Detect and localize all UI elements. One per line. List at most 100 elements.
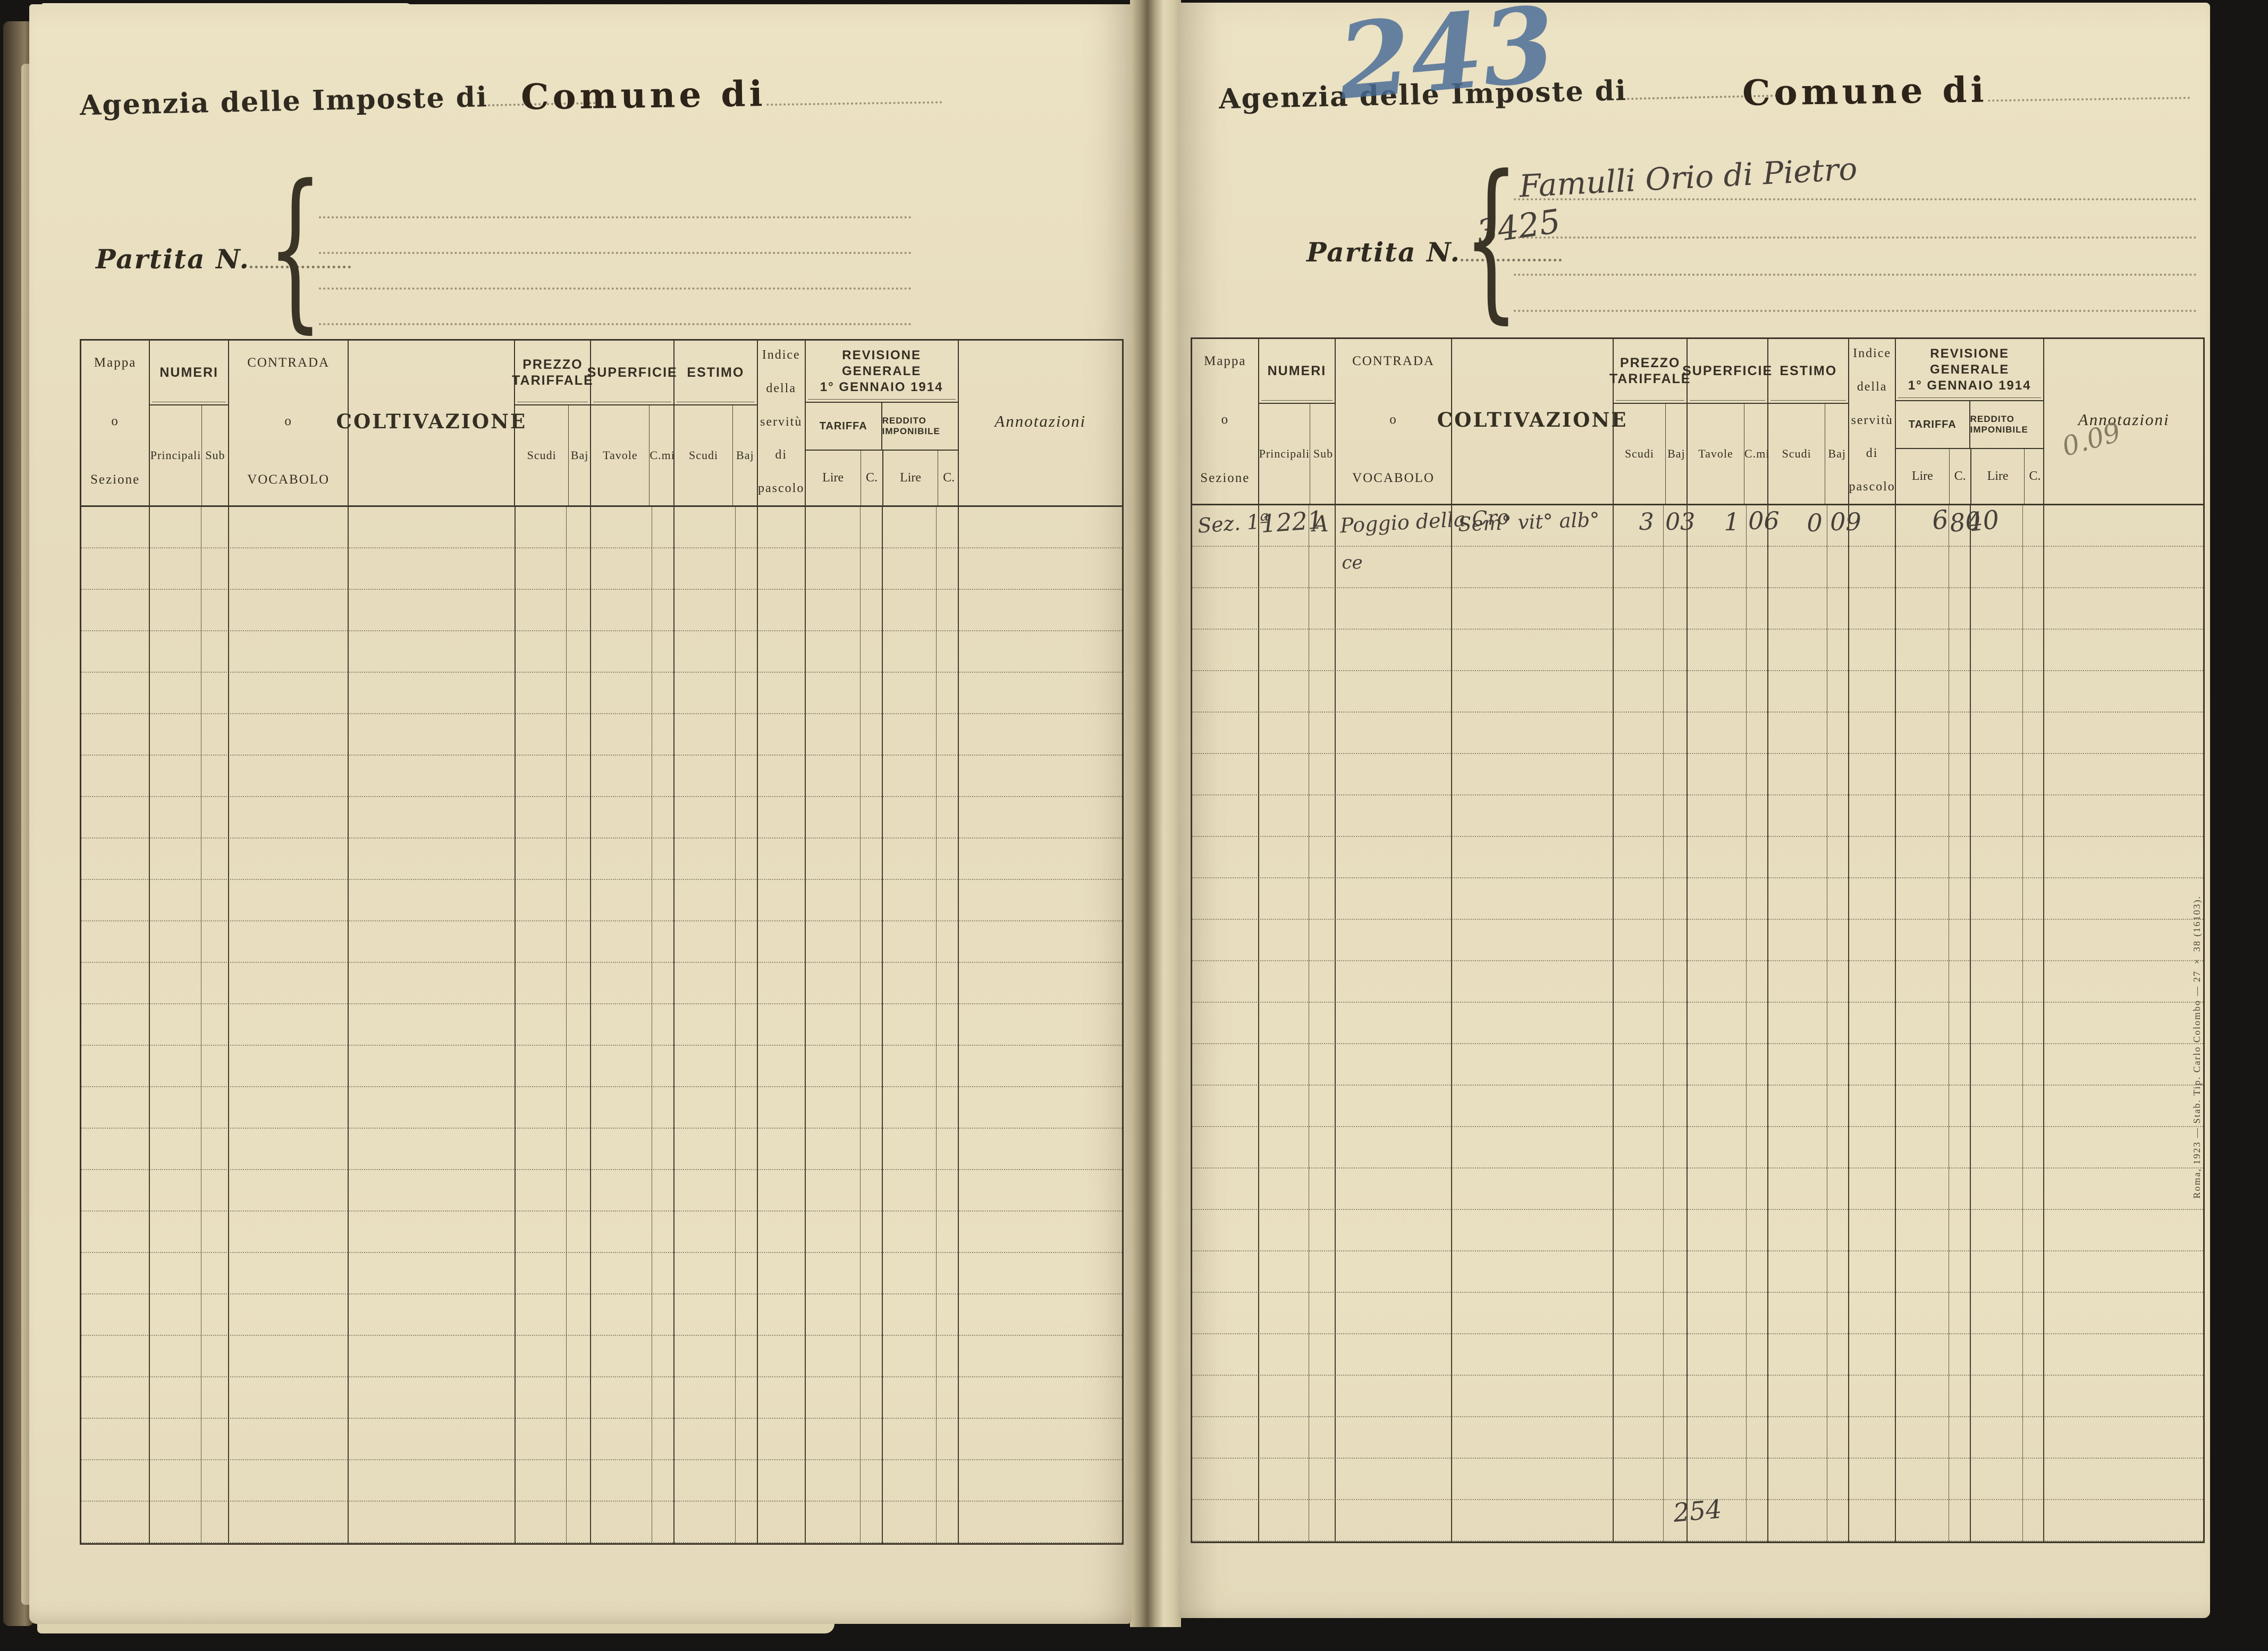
- annotazioni-label: Annotazioni: [957, 341, 1122, 505]
- table-row: [1192, 1500, 2203, 1542]
- estimo-label: ESTIMO: [1768, 339, 1849, 404]
- col-revisione-header: REVISIONE GENERALE 1° GENNAIO 1914 TARIF…: [804, 341, 960, 505]
- baj-label: Baj: [1665, 404, 1687, 504]
- table-row: [1192, 671, 2203, 713]
- lire-label: Lire: [1911, 469, 1933, 483]
- table-row: [1192, 1003, 2203, 1044]
- table-row: [1192, 505, 2203, 547]
- table-row: [81, 921, 1122, 963]
- contrada-label: CONTRADA: [247, 355, 330, 370]
- indice-label: pascolo: [758, 481, 805, 495]
- mappa-label: Mappa: [94, 355, 137, 370]
- table-row: [81, 1004, 1122, 1046]
- principali-label: Principali: [150, 448, 201, 462]
- row1-superficie-cmi: 06: [1748, 506, 1780, 535]
- dotted-line: [1514, 274, 2197, 276]
- table-row: [81, 714, 1122, 756]
- revisione-subheader: TARIFFA REDDITO IMPONIBILE: [805, 403, 958, 451]
- col-prezzo-header: PREZZO TARIFFALE Scudi Baj: [512, 341, 593, 505]
- dotted-line: [1514, 198, 2197, 200]
- cmi-label: C.mi: [649, 405, 675, 505]
- table-grid-line: [957, 507, 959, 1543]
- reddito-label: REDDITO IMPONIBILE: [881, 403, 958, 450]
- table-row: [1192, 754, 2203, 795]
- table-grid-line: [1767, 505, 1769, 1542]
- dotted-line: [766, 97, 942, 106]
- table-row: [81, 507, 1122, 548]
- prezzo-label: PREZZO TARIFFALE: [512, 341, 593, 405]
- table-row: [1192, 961, 2203, 1003]
- indice-label: di: [1866, 446, 1878, 461]
- table-grid-line: [1894, 505, 1896, 1542]
- revisione-line2: 1° GENNAIO 1914: [820, 379, 943, 394]
- table-header: Mappa o Sezione NUMERI Principali Sub CO…: [1192, 339, 2203, 505]
- agenzia-text: Agenzia delle Imposte di: [79, 81, 488, 122]
- table-grid-line: [348, 507, 349, 1543]
- dotted-line: [319, 323, 912, 325]
- table-row: [1192, 713, 2203, 754]
- principali-label: Principali: [1259, 447, 1310, 460]
- indice-label: della: [766, 381, 796, 395]
- lire-label: Lire: [882, 451, 937, 505]
- indice-label: di: [775, 448, 788, 462]
- table-row: [1192, 1044, 2203, 1086]
- partita-label: Partita N.: [1306, 236, 1562, 268]
- table-row: [81, 1046, 1122, 1087]
- vocabolo-label: VOCABOLO: [1352, 471, 1435, 485]
- dotted-line: [249, 263, 351, 268]
- tariffa-label: TARIFFA: [819, 420, 867, 432]
- revisione-units: Lire C. Lire C.: [1896, 449, 2044, 504]
- table-grid-line: [149, 507, 150, 1543]
- row1-superficie-tavole: 1: [1724, 507, 1740, 536]
- table-row: [81, 797, 1122, 839]
- bottom-page-number: 254: [1672, 1494, 1724, 1528]
- superficie-label: SUPERFICIE: [1682, 339, 1772, 404]
- indice-label: Indice: [762, 348, 800, 362]
- book-gutter: [1130, 0, 1181, 1627]
- c-label: C.: [1949, 449, 1971, 504]
- row1-prezzo-scudi: 3: [1639, 509, 1654, 536]
- table-row: [81, 963, 1122, 1004]
- table-grid-line: [1663, 505, 1664, 1542]
- c-label: C.: [937, 451, 960, 505]
- sub-label: Sub: [201, 405, 229, 505]
- table-row: [1192, 547, 2203, 588]
- table-body: [81, 507, 1122, 1543]
- table-row: [81, 1502, 1122, 1543]
- tavole-label: Tavole: [603, 448, 638, 462]
- row1-sub: A: [1312, 511, 1329, 537]
- col-revisione-header: REVISIONE GENERALE 1° GENNAIO 1914 TARIF…: [1894, 339, 2044, 504]
- row1-sezione: Sez. 1ª: [1196, 509, 1270, 538]
- numeri-label: NUMERI: [1259, 339, 1335, 404]
- table-row: [81, 1336, 1122, 1377]
- coltivazione-label: COLTIVAZIONE: [336, 341, 525, 505]
- brace-glyph: {: [267, 148, 323, 349]
- table-grid-line: [673, 507, 675, 1543]
- tavole-label: Tavole: [1698, 447, 1733, 460]
- table-row: [81, 839, 1122, 880]
- comune-label: Comune di: [1742, 66, 2190, 114]
- table-grid-line: [1848, 505, 1850, 1542]
- table-grid-line: [1258, 505, 1259, 1542]
- table-row: [81, 1294, 1122, 1336]
- page-number-pencil: 243: [1333, 0, 1560, 123]
- table-grid-line: [566, 507, 567, 1543]
- comune-text: Comune di: [520, 73, 767, 118]
- table-grid-line: [590, 507, 592, 1543]
- dotted-line: [319, 287, 912, 290]
- scudi-label: Scudi: [688, 448, 719, 462]
- table-row: [1192, 1086, 2203, 1127]
- table-grid-line: [735, 507, 736, 1543]
- table-row: [81, 1460, 1122, 1502]
- ledger-page-left: Agenzia delle Imposte di Comune di Parti…: [29, 4, 1132, 1624]
- revisione-line1: REVISIONE GENERALE: [1929, 346, 2010, 377]
- sezione-label: Sezione: [1200, 471, 1250, 485]
- prezzo-label: PREZZO TARIFFALE: [1609, 339, 1690, 404]
- row1-tariffa-lire: 6: [1930, 505, 1950, 536]
- row1-estimo-baj: 09: [1830, 507, 1861, 536]
- ledger-table-right: Mappa o Sezione NUMERI Principali Sub CO…: [1191, 337, 2205, 1543]
- comune-text: Comune di: [1742, 69, 1988, 114]
- dotted-line: [1514, 310, 2197, 312]
- intestatario-handwriting: Famulli Orio di Pietro: [1518, 150, 1858, 205]
- row1-contrada-cont: ce: [1342, 552, 1363, 573]
